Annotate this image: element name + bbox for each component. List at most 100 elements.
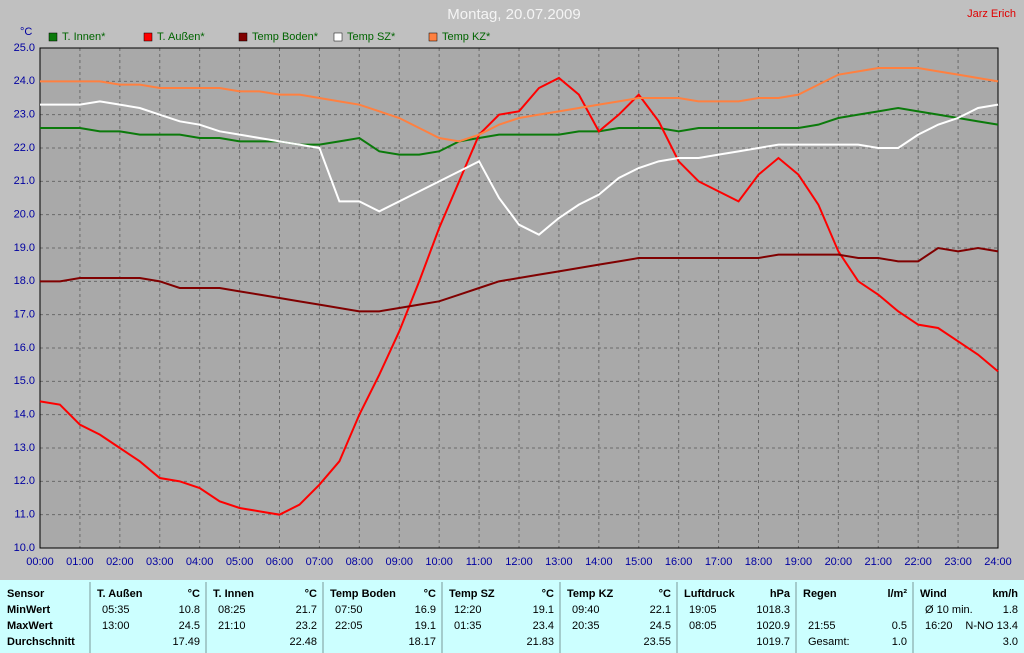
series-line (39, 76, 999, 516)
x-tick-label: 12:00 (505, 556, 533, 568)
column-unit: °C (305, 588, 317, 600)
cell-time: 07:50 (335, 604, 363, 616)
x-tick-label: 11:00 (466, 556, 493, 568)
chart-title: Montag, 20.07.2009 (447, 6, 580, 23)
cell-value: 21.83 (526, 636, 554, 648)
legend-label: Temp KZ* (442, 31, 491, 43)
y-tick-label: 21.0 (14, 175, 35, 187)
cell-time: 21:10 (218, 620, 246, 632)
y-tick-label: 11.0 (14, 509, 35, 521)
x-tick-label: 07:00 (306, 556, 334, 568)
column-unit: °C (424, 588, 436, 600)
cell-time: 08:25 (218, 604, 246, 616)
cell-time: 20:35 (572, 620, 600, 632)
legend-label: T. Außen* (157, 31, 205, 43)
column-header: Wind (920, 588, 947, 600)
cell-value: 17.49 (172, 636, 200, 648)
y-tick-label: 22.0 (14, 142, 35, 154)
y-tick-label: 20.0 (14, 209, 35, 221)
cell-value: 18.17 (408, 636, 436, 648)
column-unit: °C (188, 588, 200, 600)
column-header: Temp Boden (330, 588, 396, 600)
cell-time: 01:35 (454, 620, 482, 632)
legend-label: Temp SZ* (347, 31, 396, 43)
x-tick-label: 06:00 (266, 556, 294, 568)
x-tick-label: 18:00 (745, 556, 773, 568)
y-tick-label: 23.0 (14, 109, 35, 121)
x-tick-label: 10:00 (425, 556, 453, 568)
y-tick-label: 14.0 (14, 409, 35, 421)
cell-time: 13:00 (102, 620, 130, 632)
cell-value: 16.9 (415, 604, 436, 616)
x-tick-label: 16:00 (665, 556, 693, 568)
x-tick-label: 13:00 (545, 556, 573, 568)
column-header: Regen (803, 588, 837, 600)
row-label: MinWert (7, 604, 51, 616)
x-tick-label: 05:00 (226, 556, 254, 568)
cell-value: 10.8 (179, 604, 200, 616)
cell-value: 19.1 (533, 604, 554, 616)
cell-time: 16:20 (925, 620, 953, 632)
cell-time: 09:40 (572, 604, 600, 616)
cell-time: 22:05 (335, 620, 363, 632)
x-tick-label: 14:00 (585, 556, 613, 568)
x-tick-label: 02:00 (106, 556, 134, 568)
legend-swatch (143, 32, 153, 42)
cell-value: 23.55 (643, 636, 671, 648)
x-tick-label: 03:00 (146, 556, 174, 568)
legend-label: Temp Boden* (252, 31, 319, 43)
legend-swatch (48, 32, 58, 42)
x-tick-label: 17:00 (705, 556, 733, 568)
cell-value: 22.48 (289, 636, 317, 648)
cell-time: Ø 10 min. (925, 604, 973, 616)
y-axis-label: °C (20, 26, 32, 38)
legend-swatch (428, 32, 438, 42)
column-unit: °C (659, 588, 671, 600)
y-tick-label: 15.0 (14, 375, 35, 387)
y-tick-label: 12.0 (14, 475, 35, 487)
x-tick-label: 21:00 (864, 556, 892, 568)
y-tick-label: 13.0 (14, 442, 35, 454)
x-tick-label: 01:00 (66, 556, 94, 568)
cell-time: 19:05 (689, 604, 717, 616)
y-tick-label: 25.0 (14, 42, 35, 54)
cell-time: 21:55 (808, 620, 836, 632)
column-header: Temp SZ (449, 588, 495, 600)
x-tick-label: 23:00 (944, 556, 972, 568)
cell-time: 12:20 (454, 604, 482, 616)
series-line (40, 100, 999, 236)
cell-value: 19.1 (415, 620, 436, 632)
column-unit: hPa (770, 588, 791, 600)
column-header: T. Innen (213, 588, 254, 600)
y-tick-label: 19.0 (14, 242, 35, 254)
y-tick-label: 16.0 (14, 342, 35, 354)
series-line (40, 246, 999, 313)
y-tick-label: 18.0 (14, 275, 35, 287)
cell-value: 23.4 (533, 620, 554, 632)
column-unit: km/h (992, 588, 1018, 600)
cell-value: 22.1 (650, 604, 671, 616)
cell-value: 23.2 (296, 620, 317, 632)
column-header: Temp KZ (567, 588, 614, 600)
column-header: Luftdruck (684, 588, 736, 600)
table-background (0, 580, 1024, 653)
row-label: MaxWert (7, 620, 53, 632)
cell-value: 24.5 (650, 620, 671, 632)
x-tick-label: 08:00 (346, 556, 374, 568)
x-tick-label: 24:00 (984, 556, 1012, 568)
column-header: T. Außen (97, 588, 143, 600)
legend-label: T. Innen* (62, 31, 106, 43)
x-tick-label: 00:00 (26, 556, 54, 568)
cell-value: 24.5 (179, 620, 200, 632)
cell-time: 05:35 (102, 604, 130, 616)
cell-value: 3.0 (1003, 636, 1018, 648)
column-unit: l/m² (887, 588, 907, 600)
y-tick-label: 24.0 (14, 75, 35, 87)
cell-value: 1018.3 (756, 604, 790, 616)
cell-value: 1.8 (1003, 604, 1018, 616)
plot-border (39, 47, 999, 549)
cell-value: 1019.7 (756, 636, 790, 648)
x-tick-label: 09:00 (385, 556, 413, 568)
